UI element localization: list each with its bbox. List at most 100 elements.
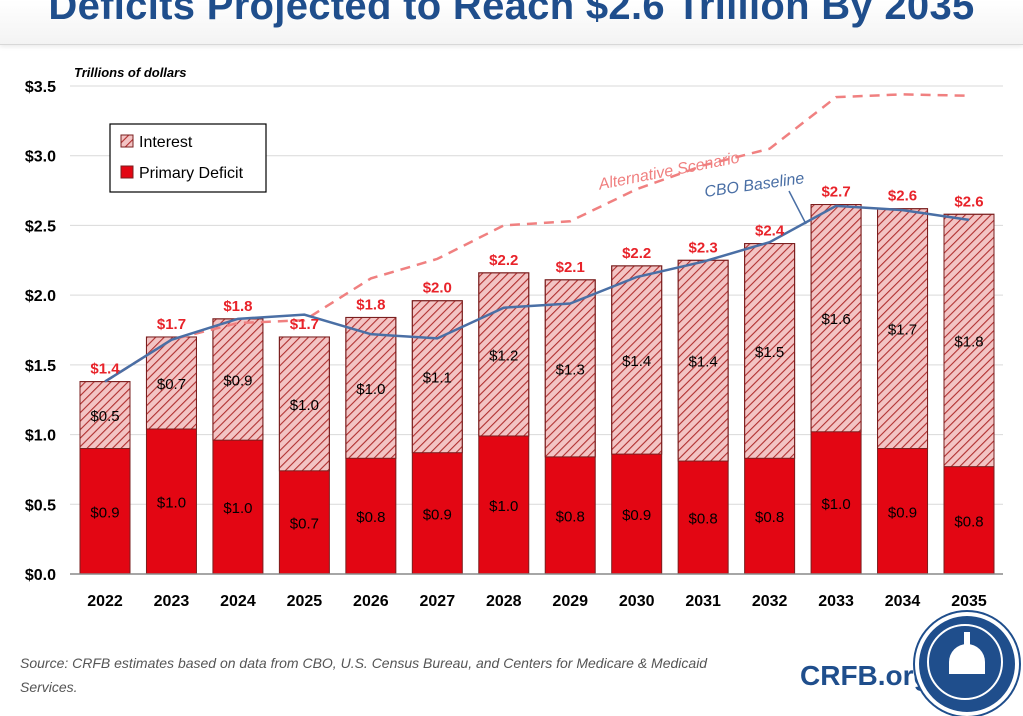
interest-label: $0.7: [157, 376, 186, 393]
interest-label: $0.9: [223, 372, 252, 389]
x-tick-label: 2030: [619, 593, 655, 610]
crfb-logo: [915, 612, 1019, 716]
y-tick-label: $3.0: [25, 149, 56, 166]
interest-label: $1.4: [622, 353, 651, 370]
cbo-baseline-line: [104, 204, 970, 383]
total-label: $2.7: [821, 184, 850, 201]
primary-deficit-label: $0.9: [622, 507, 651, 524]
bar-primary-deficit: [80, 448, 130, 574]
x-tick-label: 2028: [486, 593, 522, 610]
y-tick-label: $0.0: [25, 567, 56, 584]
primary-deficit-label: $0.8: [954, 513, 983, 530]
legend-label-interest: Interest: [139, 134, 193, 151]
y-axis-label: Trillions of dollars: [74, 65, 186, 80]
total-label: $1.4: [90, 361, 120, 378]
x-tick-label: 2034: [885, 593, 921, 610]
bar-primary-deficit: [744, 458, 795, 574]
bar-primary-deficit: [678, 461, 729, 574]
bar-interest: [544, 279, 596, 458]
total-label: $2.2: [489, 252, 518, 269]
interest-label: $1.1: [423, 370, 452, 387]
x-tick-label: 2022: [87, 593, 123, 610]
y-tick-label: $0.5: [25, 497, 56, 514]
bar-primary-deficit: [279, 470, 330, 574]
primary-deficit-label: $0.9: [423, 506, 452, 523]
source-note: Source: CRFB estimates based on data fro…: [20, 655, 708, 695]
bar-primary-deficit: [944, 466, 994, 574]
x-tick-label: 2024: [220, 593, 256, 610]
x-tick-label: 2027: [420, 593, 456, 610]
bar-interest: [877, 208, 929, 450]
primary-deficit-label: $0.8: [755, 509, 784, 526]
primary-deficit-label: $0.8: [556, 508, 585, 525]
primary-deficit-label: $0.8: [689, 511, 718, 528]
y-tick-label: $1.0: [25, 428, 56, 445]
bar-interest: [145, 336, 197, 430]
y-tick-label: $1.5: [25, 358, 56, 375]
interest-label: $1.0: [356, 381, 385, 398]
total-label: $2.2: [622, 245, 651, 262]
legend: Interest Primary Deficit: [109, 123, 267, 193]
bar-primary-deficit: [545, 456, 596, 574]
interest-label: $1.2: [489, 347, 518, 364]
total-label: $2.6: [954, 193, 983, 210]
y-tick-label: $3.5: [25, 79, 56, 96]
interest-label: $0.5: [90, 408, 119, 425]
bar-interest: [79, 381, 131, 450]
legend-box: [109, 123, 267, 193]
total-label: $2.3: [689, 239, 718, 256]
y-tick-label: $2.0: [25, 288, 56, 305]
bar-interest: [345, 316, 397, 459]
total-label: $2.6: [888, 188, 917, 205]
title-band: Deficits Projected to Reach $2.6 Trillio…: [0, 0, 1023, 45]
primary-deficit-label: $1.0: [489, 498, 518, 515]
total-label: $1.8: [223, 298, 252, 315]
total-label: $2.4: [755, 223, 785, 240]
series-lines: [104, 93, 970, 383]
bar-primary-deficit: [877, 448, 928, 574]
x-tick-label: 2031: [685, 593, 721, 610]
interest-label: $1.7: [888, 322, 917, 339]
brand-text[interactable]: CRFB.org: [800, 660, 931, 691]
x-tick-label: 2023: [154, 593, 190, 610]
primary-deficit-label: $0.8: [356, 509, 385, 526]
interest-label: $1.8: [954, 333, 983, 350]
bar-primary-deficit: [478, 435, 529, 574]
total-label: $1.8: [356, 296, 385, 313]
bar-primary-deficit: [412, 452, 463, 574]
interest-label: $1.0: [290, 397, 319, 414]
interest-label: $1.4: [689, 354, 718, 371]
primary-deficit-label: $1.0: [223, 500, 252, 517]
x-tick-label: 2025: [287, 593, 323, 610]
y-tick-label: $2.5: [25, 218, 56, 235]
bar-primary-deficit: [212, 440, 263, 574]
interest-label: $1.3: [556, 361, 585, 378]
x-tick-label: 2029: [552, 593, 588, 610]
x-tick-label: 2035: [951, 593, 987, 610]
primary-deficit-label: $1.0: [157, 494, 186, 511]
bar-interest: [677, 259, 729, 462]
legend-swatch-interest: [120, 134, 134, 148]
interest-label: $1.5: [755, 344, 784, 361]
bar-interest: [744, 243, 796, 459]
capitol-spire-icon: [964, 632, 970, 646]
cbo-baseline-leader: [788, 190, 807, 225]
legend-label-primary-deficit: Primary Deficit: [139, 165, 244, 182]
bar-primary-deficit: [146, 428, 197, 574]
legend-swatch-primary-deficit: [120, 165, 134, 179]
total-label: $2.1: [556, 259, 585, 276]
total-label: $1.7: [290, 316, 319, 333]
x-tick-label: 2032: [752, 593, 788, 610]
x-tick-label: 2026: [353, 593, 389, 610]
stacked-bar-chart: $0.9 $0.5 $1.4 $1.0 $0.7 $1.7 $1.0 $0.9 $1.8 $0.7…: [25, 65, 1003, 610]
primary-deficit-label: $1.0: [821, 496, 850, 513]
bar-primary-deficit: [811, 431, 862, 574]
axes: $0.0 $0.5 $1.0 $1.5 $2.0 $2.5 $3.0 $3.5 Trillion…: [25, 65, 1003, 610]
capitol-dome-icon: [949, 644, 985, 674]
alternative-scenario-line: [104, 93, 970, 383]
primary-deficit-label: $0.9: [90, 504, 119, 521]
primary-deficit-label: $0.9: [888, 504, 917, 521]
chart-title: Deficits Projected to Reach $2.6 Trillio…: [48, 0, 975, 28]
primary-deficit-label: $0.7: [290, 515, 319, 532]
total-label: $2.0: [423, 280, 452, 297]
